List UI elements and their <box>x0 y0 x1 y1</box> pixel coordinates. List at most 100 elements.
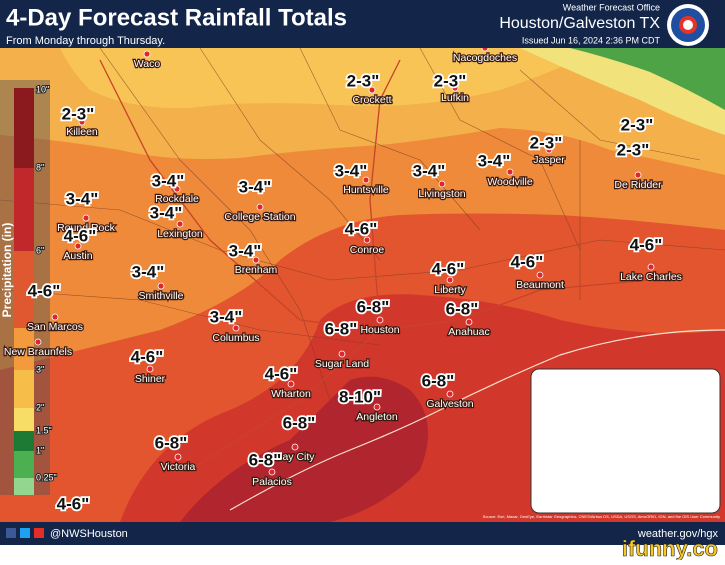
rainfall-amount: 4-6" <box>57 494 90 513</box>
rainfall-amount: 4-6" <box>28 281 61 300</box>
legend-label: 1.5" <box>36 425 52 435</box>
legend-label: 1" <box>36 445 44 455</box>
city-label: San Marcos <box>27 321 83 333</box>
rainfall-amount: 2-3" <box>617 140 650 159</box>
coastline <box>229 329 725 511</box>
legend-swatch <box>14 478 34 495</box>
city-label: Round Rock <box>57 222 116 234</box>
city-dot <box>536 271 544 279</box>
city-dot <box>338 350 346 358</box>
rainfall-amount: 6-8" <box>249 450 282 469</box>
city-dot <box>174 453 182 461</box>
city-label: Killeen <box>66 126 98 138</box>
city-label: Palacios <box>252 476 292 488</box>
city-label: Anahuac <box>448 326 489 338</box>
city-label: Smithville <box>139 290 184 302</box>
city-dot <box>173 185 181 193</box>
rain-zone-8-10 <box>180 376 428 522</box>
city-dot <box>363 236 371 244</box>
rainfall-amount: 4-6" <box>131 347 164 366</box>
rainfall-amount: 3-4" <box>239 177 272 196</box>
rainfall-amount: 3-4" <box>66 189 99 208</box>
highways <box>99 59 651 471</box>
rainfall-amount: 6-8" <box>155 433 188 452</box>
rainfall-amount: 4-6" <box>345 219 378 238</box>
city-dot <box>451 84 459 92</box>
rainfall-amount: 3-4" <box>413 161 446 180</box>
city-dot <box>446 276 454 284</box>
rain-zone-2 <box>60 48 600 109</box>
rain-zone-green <box>570 48 725 110</box>
rainfall-amount: 3-4" <box>478 151 511 170</box>
facebook-icon[interactable] <box>6 528 16 538</box>
city-dot <box>647 263 655 271</box>
youtube-icon[interactable] <box>34 528 44 538</box>
city-dot <box>74 242 82 250</box>
city-label: Livingston <box>418 188 465 200</box>
rainfall-amount: 3-4" <box>229 241 262 260</box>
map-source: Source: Esri, Maxar, GeoEye, Earthstar G… <box>483 514 720 519</box>
rainfall-amount: 6-8" <box>325 319 358 338</box>
legend-swatch <box>14 328 34 370</box>
city-dot <box>438 180 446 188</box>
city-label: New Braunfels <box>4 346 72 358</box>
city-label: De Ridder <box>614 179 662 191</box>
office-location: Houston/Galveston TX <box>499 15 660 32</box>
legend-label: 4" <box>36 322 44 332</box>
rainfall-amount: 4-6" <box>432 259 465 278</box>
city-dot <box>51 313 59 321</box>
subtitle: From Monday through Thursday. <box>6 35 165 47</box>
rainfall-amount: 6-8" <box>283 413 316 432</box>
city-dot <box>82 214 90 222</box>
city-dot <box>362 176 370 184</box>
legend-label: 10" <box>36 84 49 94</box>
city-dot <box>368 86 376 94</box>
city-dot <box>256 203 264 211</box>
city-label: Crockett <box>352 94 391 106</box>
rainfall-amount: 6-8" <box>422 371 455 390</box>
note-box <box>530 368 721 514</box>
city-label: Columbus <box>212 332 259 344</box>
rainfall-amount: 2-3" <box>347 71 380 90</box>
rainfall-amount: 3-4" <box>335 161 368 180</box>
city-label: Lufkin <box>441 92 469 104</box>
city-dot <box>232 324 240 332</box>
legend-swatch <box>14 408 34 431</box>
city-dot <box>446 390 454 398</box>
city-label: Huntsville <box>343 184 389 196</box>
legend-label: 6" <box>36 245 44 255</box>
city-dot <box>252 256 260 264</box>
rainfall-amount: 3-4" <box>150 203 183 222</box>
legend-label: 8" <box>36 162 44 172</box>
city-dot <box>268 468 276 476</box>
rainfall-amount: 6-8" <box>446 299 479 318</box>
city-label: College Station <box>224 211 295 223</box>
city-dot <box>465 318 473 326</box>
rainfall-amount: 2-3" <box>434 71 467 90</box>
footer-bar <box>0 522 725 545</box>
city-label: Lake Charles <box>620 271 682 283</box>
rainfall-amount: 8-10" <box>339 387 381 406</box>
twitter-icon[interactable] <box>20 528 30 538</box>
city-dot <box>506 168 514 176</box>
city-label: Waco <box>134 58 161 70</box>
website[interactable]: weather.gov/hgx <box>637 528 719 540</box>
social-handle[interactable]: @NWSHouston <box>50 528 128 540</box>
watermark: ifunny.co <box>622 536 718 560</box>
nws-logo <box>667 4 709 46</box>
legend-swatch <box>14 168 34 251</box>
legend-swatch <box>14 88 34 168</box>
city-label: Beaumont <box>516 279 564 291</box>
header-bar <box>0 0 725 48</box>
rainfall-amount: 4-6" <box>511 252 544 271</box>
city-label: Woodville <box>487 176 532 188</box>
city-dot <box>146 365 154 373</box>
rainfall-amount: 6-8" <box>357 297 390 316</box>
city-dot <box>176 220 184 228</box>
rainfall-amount: 2-3" <box>62 104 95 123</box>
rainfall-amount: 4-6" <box>630 235 663 254</box>
office: Weather Forecast Office <box>563 2 660 12</box>
city-label: Conroe <box>350 244 385 256</box>
rainfall-amount: 4-6" <box>64 226 97 245</box>
